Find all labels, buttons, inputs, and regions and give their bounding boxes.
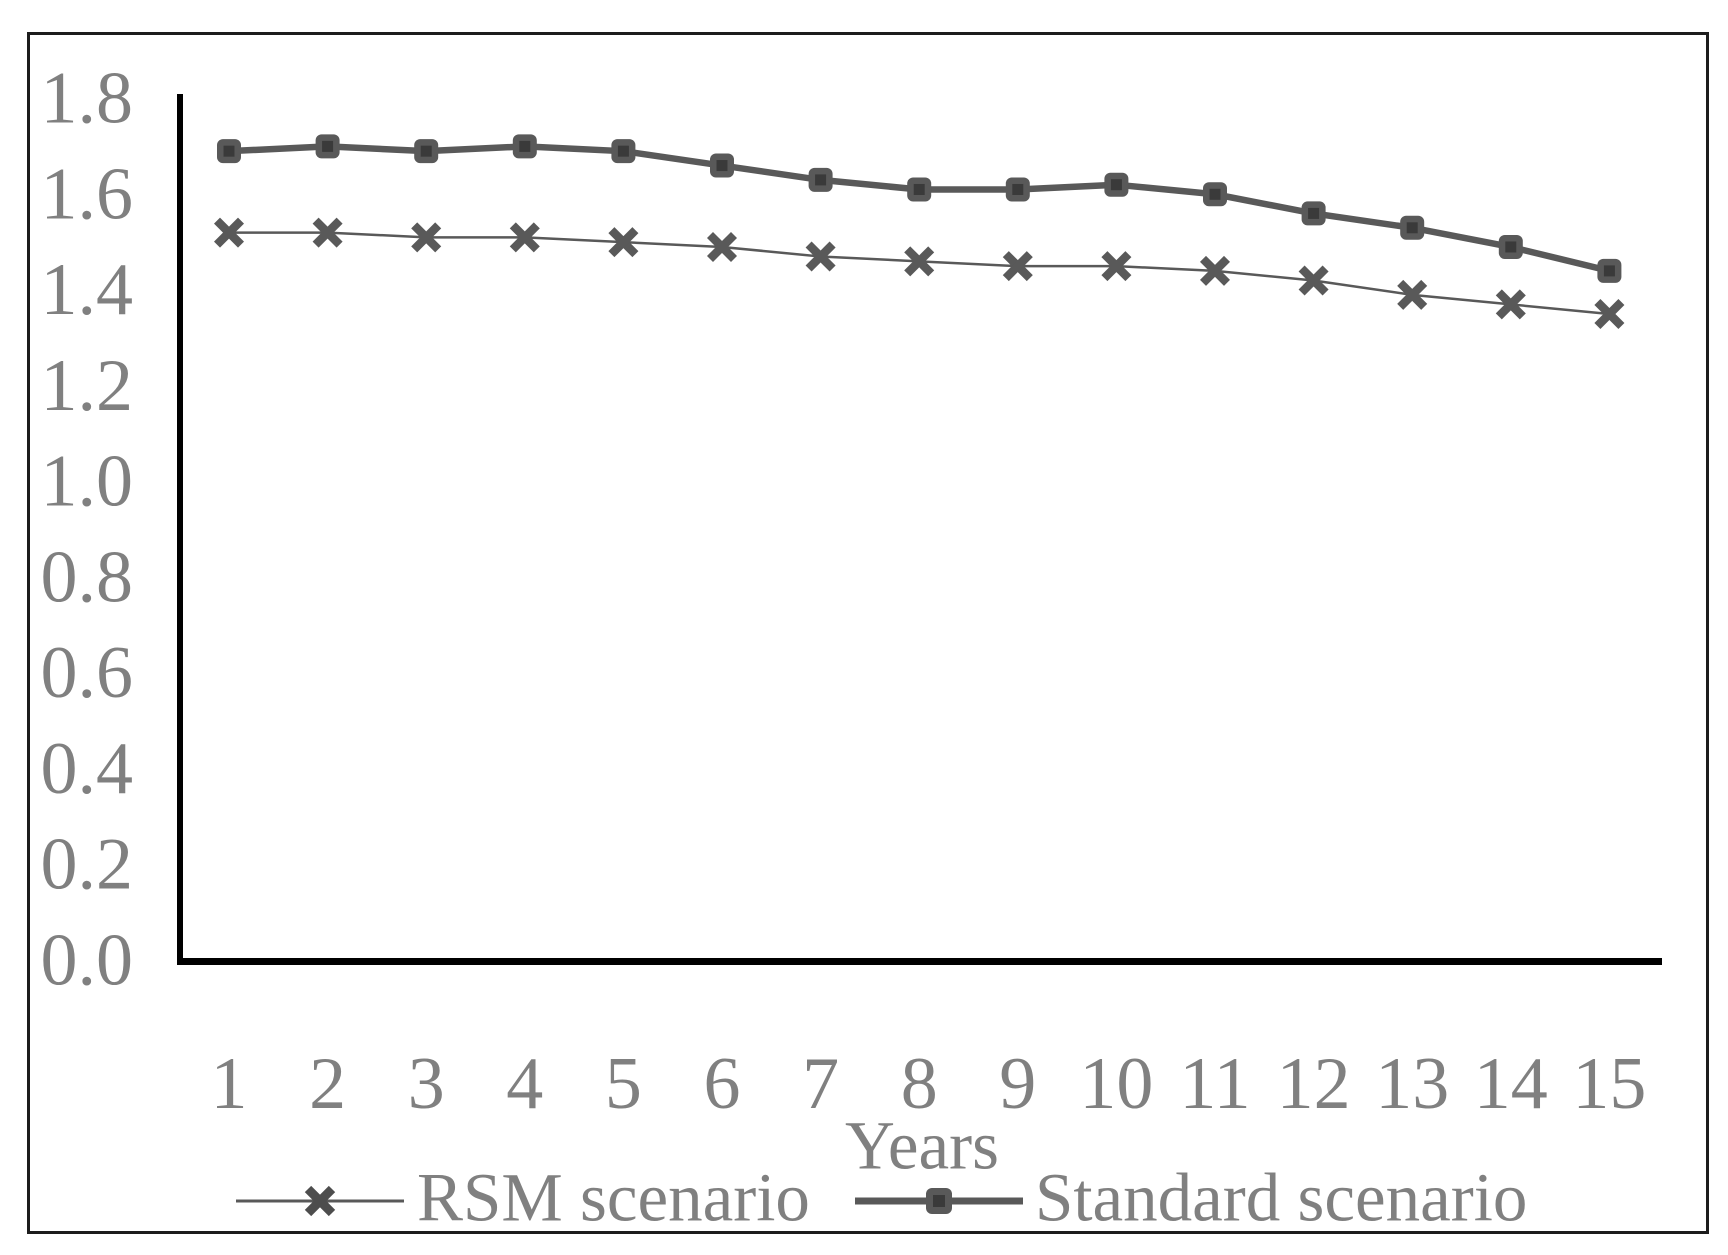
x-tick-label: 10 — [1079, 1043, 1153, 1125]
x-tick-label: 8 — [901, 1043, 938, 1125]
data-point-marker-standard-inner — [519, 140, 531, 152]
data-point-marker-rsm — [411, 222, 442, 253]
data-point-marker-standard-inner — [322, 140, 334, 152]
x-tick-label: 6 — [704, 1043, 741, 1125]
data-point-marker-rsm — [1397, 279, 1428, 310]
x-tick-label: 12 — [1277, 1043, 1351, 1125]
legend-label-rsm: RSM scenario — [417, 1159, 810, 1236]
data-point-marker-standard-inner — [1209, 188, 1221, 200]
x-tick-label: 15 — [1572, 1043, 1646, 1125]
x-axis-title: Years — [844, 1107, 1000, 1184]
figure-border-frame — [27, 32, 1709, 1234]
data-point-marker-rsm — [1594, 298, 1625, 330]
data-point-marker-standard-inner — [1505, 241, 1517, 253]
data-point-marker-standard-inner — [617, 145, 629, 157]
data-point-marker-standard-inner — [1603, 265, 1615, 277]
data-point-marker-rsm — [608, 227, 639, 258]
data-point-marker-standard-inner — [1308, 207, 1320, 219]
y-tick-label: 1.2 — [41, 345, 134, 427]
y-tick-label: 0.8 — [41, 536, 134, 618]
data-point-marker-rsm — [1002, 251, 1033, 282]
data-point-marker-rsm — [1495, 289, 1526, 320]
x-tick-label: 5 — [605, 1043, 642, 1125]
data-point-marker-rsm — [213, 217, 245, 248]
x-tick-label: 2 — [309, 1043, 346, 1125]
x-tick-label: 9 — [999, 1043, 1036, 1125]
y-tick-label: 1.0 — [41, 441, 134, 523]
data-point-marker-standard-inner — [1110, 179, 1122, 191]
data-point-marker-rsm — [805, 241, 836, 272]
data-point-marker-rsm — [1101, 251, 1132, 282]
data-point-marker-standard-inner — [420, 145, 432, 157]
data-point-marker-rsm — [312, 217, 343, 248]
x-tick-label: 7 — [802, 1043, 839, 1125]
data-point-marker-rsm — [1298, 265, 1329, 296]
data-point-marker-standard-inner — [1012, 183, 1024, 195]
y-tick-label: 0.6 — [41, 632, 134, 714]
data-point-marker-standard-inner — [716, 160, 728, 172]
y-tick-label: 0.4 — [41, 728, 134, 810]
data-point-marker-standard-inner — [815, 174, 827, 186]
y-tick-label: 0.2 — [41, 824, 134, 906]
data-point-marker-standard-inner — [913, 183, 925, 195]
data-point-marker-rsm — [904, 246, 935, 277]
series-line-standard — [228, 143, 1611, 275]
data-point-marker-standard-inner — [223, 145, 235, 157]
y-tick-label: 1.6 — [41, 153, 134, 235]
y-tick-label: 0.0 — [41, 920, 134, 1002]
x-tick-label: 13 — [1375, 1043, 1449, 1125]
x-tick-label: 14 — [1474, 1043, 1548, 1125]
rsm-legend-line-x-marker-icon — [236, 1185, 404, 1217]
data-point-marker-rsm — [509, 222, 540, 253]
standard-legend-line-square-marker-icon — [855, 1188, 1023, 1214]
legend-label-standard: Standard scenario — [1035, 1159, 1528, 1236]
data-point-marker-rsm — [706, 231, 738, 262]
x-tick-label: 11 — [1179, 1043, 1250, 1125]
y-tick-label: 1.8 — [41, 58, 134, 140]
x-tick-label: 3 — [408, 1043, 445, 1125]
y-tick-label: 1.4 — [41, 249, 134, 331]
data-point-marker-standard-inner — [1406, 222, 1418, 234]
x-tick-label: 4 — [506, 1043, 543, 1125]
data-point-marker-rsm — [1199, 255, 1231, 286]
x-tick-label: 1 — [211, 1043, 248, 1125]
